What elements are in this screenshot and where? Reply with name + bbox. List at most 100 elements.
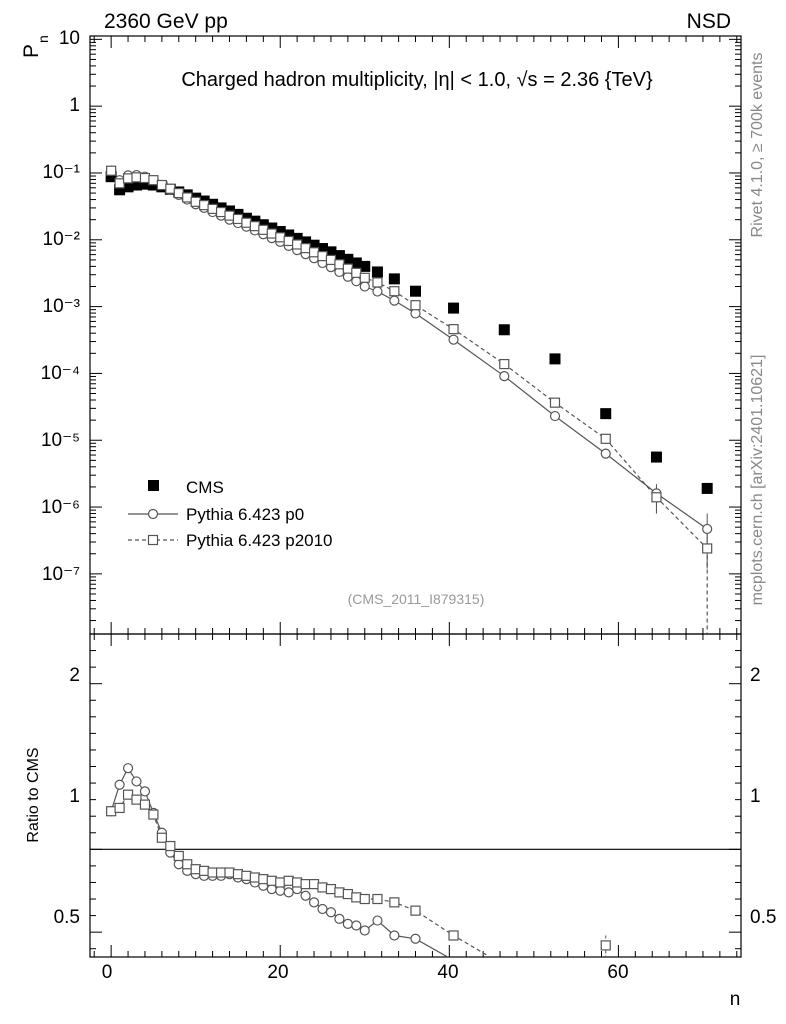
ratio-p0-point — [173, 859, 184, 870]
cms-point — [549, 353, 561, 365]
xtick-label-0: 0 — [102, 962, 113, 983]
ratio-p2010-point — [342, 888, 353, 900]
p2010-point — [122, 173, 134, 184]
mcplots-note: mcplots.cern.ch [arXiv:2401.10621] — [749, 355, 766, 606]
p2010-point — [308, 247, 320, 258]
p2010-point — [232, 213, 244, 225]
p2010-point — [207, 203, 218, 214]
p2010-point — [342, 263, 353, 274]
xtick-label-40: 40 — [437, 962, 458, 983]
p2010-point — [359, 272, 370, 283]
ratio-p2010-point — [410, 905, 421, 916]
p2010-point — [190, 196, 201, 207]
p2010-point — [389, 286, 400, 297]
p2010-point — [600, 433, 611, 444]
p2010-point — [334, 259, 345, 270]
ratio-p0-point — [410, 933, 421, 944]
ratio-p2010-point — [131, 794, 142, 805]
p2010-point — [292, 239, 303, 250]
ytick-label-10: 10 — [59, 28, 80, 49]
ratio-p0-point — [351, 920, 362, 931]
ytick-label-1: 1 — [69, 95, 80, 116]
ratio-p2010-point — [266, 875, 277, 886]
ratio-p2010-point — [334, 887, 345, 898]
cms-point — [388, 273, 400, 285]
ratio-p0-line — [110, 766, 449, 957]
p2010-point — [317, 250, 328, 262]
legend: CMS Pythia 6.423 p0 Pythia 6.423 p2010 — [128, 478, 333, 550]
p0-point — [389, 295, 400, 306]
ratio-p2010-point — [275, 877, 286, 888]
ratio-p0-point — [114, 779, 125, 790]
ratio-p0-point — [308, 897, 320, 908]
p2010-point — [106, 165, 117, 176]
p2010-point — [275, 232, 286, 243]
ratio-ytick-label-right-0.5: 0.5 — [750, 907, 776, 928]
cms-point — [498, 324, 510, 336]
ratio-p2010-point — [207, 867, 218, 878]
ratio-y-tick-labels: 0.5 1 2 — [54, 665, 80, 928]
ytick-label-1e-6: 10⁻⁶ — [41, 497, 80, 518]
main-ylabel-sub: n — [35, 35, 51, 43]
main-y-tick-labels: 10 1 10⁻¹ 10⁻² 10⁻³ 10⁻⁴ 10⁻⁵ 10⁻⁶ 10⁻⁷ — [41, 28, 80, 585]
p0-point — [359, 281, 370, 292]
cms-point — [274, 226, 286, 238]
ratio-ytick-label-right-1: 1 — [750, 786, 761, 807]
ratio-p2010-point — [224, 867, 235, 878]
ytick-label-1e-2: 10⁻² — [43, 229, 81, 250]
ratio-p0-point — [275, 885, 286, 896]
p2010-point — [215, 206, 227, 218]
ratio-p2010-point — [317, 882, 328, 893]
p2010-point — [499, 358, 510, 370]
cms-point — [350, 257, 362, 269]
cms-point — [701, 482, 713, 494]
p2010-point — [199, 200, 210, 211]
ratio-p2010-point — [241, 870, 252, 881]
p0-point — [702, 523, 713, 535]
ratio-p0-point — [317, 903, 328, 915]
main-ylabel-text: P — [20, 44, 43, 58]
ratio-p2010-point — [199, 865, 210, 876]
cms-point — [283, 229, 295, 241]
ratio-p2010-point — [308, 879, 320, 890]
legend-p0-marker — [147, 508, 159, 520]
ratio-p2010-point — [359, 893, 370, 905]
legend-cms-label: CMS — [186, 478, 224, 497]
ratio-ytick-label-right-2: 2 — [750, 665, 761, 686]
ratio-p0-point — [300, 890, 311, 901]
ratio-p2010-point — [114, 802, 125, 814]
p0-line — [110, 170, 708, 530]
xtick-label-20: 20 — [267, 962, 288, 983]
p2010-point — [651, 492, 662, 503]
p2010-point — [241, 217, 252, 228]
ratio-p2010-point — [448, 930, 459, 941]
ratio-ytick-label-0.5: 0.5 — [54, 907, 80, 928]
ratio-ytick-label-1: 1 — [69, 786, 80, 807]
ratio-p2010-point — [139, 799, 151, 810]
cms-point — [448, 302, 460, 314]
p2010-point — [173, 187, 184, 199]
p2010-point — [165, 183, 176, 194]
ratio-p2010-point — [122, 789, 134, 800]
ratio-p0-point — [389, 930, 400, 941]
p0-point — [351, 276, 362, 287]
main-ylabel: P n — [20, 35, 51, 58]
p2010-point — [549, 397, 561, 408]
ratio-p2010-point — [156, 832, 167, 843]
cms-point — [266, 222, 278, 234]
p0-point — [410, 308, 421, 319]
p2010-point — [283, 235, 294, 247]
analysis-id: (CMS_2011_I879315) — [348, 591, 485, 607]
legend-cms-marker — [148, 480, 159, 491]
ytick-label-1e-4: 10⁻⁴ — [41, 363, 80, 384]
cms-point — [122, 181, 134, 193]
p2010-point — [131, 172, 142, 183]
ratio-p2010-point — [351, 892, 362, 903]
main-series — [105, 165, 713, 634]
cms-point — [291, 232, 303, 244]
p2010-point — [410, 300, 421, 311]
legend-p2010-label: Pythia 6.423 p2010 — [186, 531, 333, 550]
rivet-note: Rivet 4.1.0, ≥ 700k events — [749, 53, 766, 238]
p0-point — [600, 448, 611, 459]
p0-point — [549, 410, 561, 422]
